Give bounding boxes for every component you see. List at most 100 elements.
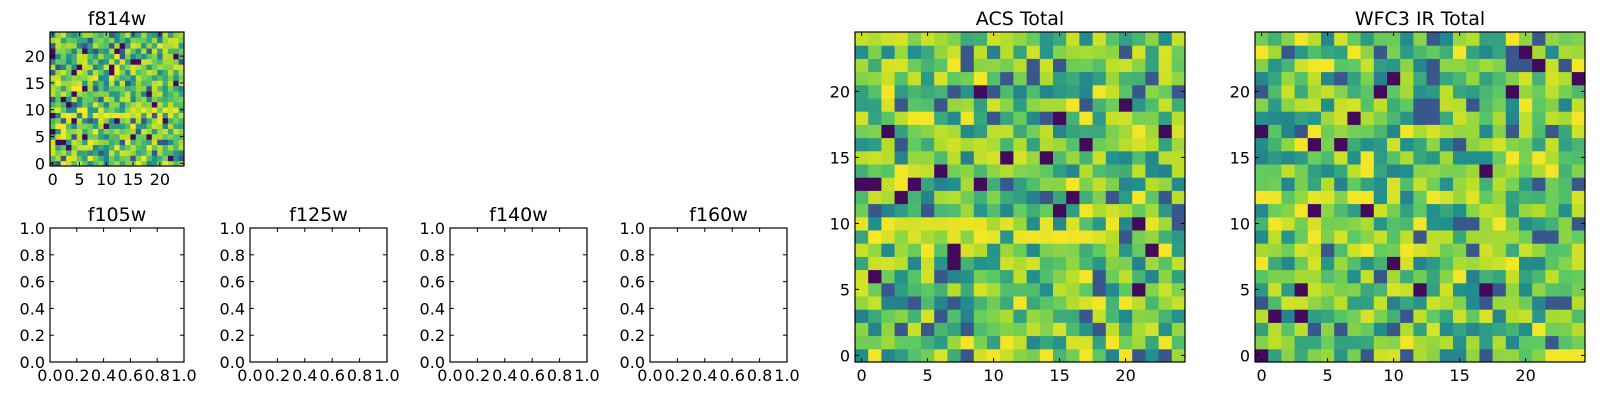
heatmap-cell [1026, 177, 1041, 191]
heatmap-cell [151, 42, 158, 49]
heatmap-cell [1479, 58, 1494, 73]
heatmap-cell [1039, 124, 1054, 139]
heatmap-cell [1571, 296, 1586, 310]
heatmap-cell [1132, 84, 1146, 99]
heatmap-cell [1387, 256, 1401, 271]
heatmap-cell [135, 69, 142, 76]
heatmap-cell [934, 58, 948, 73]
heatmap-cell [92, 58, 99, 65]
heatmap-cell [960, 282, 975, 297]
heatmap-cell [1439, 124, 1454, 139]
heatmap-cell [1492, 322, 1507, 337]
heatmap-cell [103, 80, 110, 87]
heatmap-cell [71, 149, 78, 156]
heatmap-cell [1453, 322, 1467, 337]
heatmap-cell [1281, 282, 1296, 297]
heatmap-cell [157, 112, 164, 119]
heatmap-cell [151, 37, 158, 44]
heatmap-cell [868, 137, 882, 152]
heatmap-cell [60, 107, 67, 113]
heatmap-cell [135, 74, 142, 81]
heatmap-cell [1158, 322, 1173, 337]
heatmap-cell [1066, 190, 1080, 205]
heatmap-cell [868, 111, 882, 125]
heatmap-cell [1492, 150, 1507, 165]
heatmap-cell [1255, 150, 1269, 165]
heatmap-cell [855, 203, 869, 218]
heatmap-cell [1255, 71, 1269, 86]
heatmap-cell [1453, 256, 1467, 271]
heatmap-cell [60, 42, 67, 49]
heatmap-cell [50, 144, 56, 151]
heatmap-cell [1439, 84, 1454, 99]
heatmap-cell [60, 160, 67, 167]
heatmap-cell [1321, 98, 1335, 112]
heatmap-cell [87, 96, 94, 103]
heatmap-cell [907, 203, 922, 218]
heatmap-cell [1000, 190, 1014, 205]
heatmap-cell [1321, 256, 1335, 271]
heatmap-cell [98, 149, 105, 156]
heatmap-cell [1158, 348, 1173, 363]
heatmap-cell [103, 48, 110, 54]
heatmap-cell [1505, 32, 1520, 46]
heatmap-cell [1466, 190, 1480, 205]
heatmap-cell [855, 216, 869, 231]
heatmap-cell [135, 32, 142, 38]
heatmap-cell [1158, 124, 1173, 139]
heatmap-cell [178, 69, 185, 76]
heatmap-cell [1307, 150, 1322, 165]
heatmap-cell [55, 149, 62, 156]
heatmap-cell [1294, 150, 1309, 165]
heatmap-cell [868, 256, 882, 271]
heatmap-cell [98, 112, 105, 119]
heatmap-cell [1492, 256, 1507, 271]
heatmap-cell [135, 64, 142, 71]
heatmap-cell [1334, 309, 1348, 323]
heatmap-cell [66, 69, 72, 76]
heatmap-cell [881, 111, 896, 125]
heatmap-cell [1505, 164, 1520, 178]
heatmap-cell [1268, 335, 1282, 350]
heatmap-cell [1360, 203, 1375, 218]
heatmap-cell [1466, 256, 1480, 271]
heatmap-cell [1426, 190, 1441, 205]
heatmap-cell [1439, 230, 1454, 244]
heatmap-cell [167, 133, 174, 140]
heatmap-cell [894, 150, 909, 165]
heatmap-cell [141, 42, 147, 49]
heatmap-cell [178, 155, 185, 162]
heatmap-cell [157, 117, 164, 124]
heatmap-cell [1519, 230, 1533, 244]
heatmap-cell [1466, 177, 1480, 191]
x-tick-label: 0 [48, 170, 58, 189]
heatmap-cell [881, 296, 896, 310]
heatmap-cell [934, 269, 948, 284]
heatmap-cell [1119, 282, 1133, 297]
heatmap-cell [141, 149, 147, 156]
heatmap-cell [1492, 177, 1507, 191]
heatmap-cell [135, 107, 142, 113]
heatmap-cell [1013, 177, 1028, 191]
heatmap-cell [907, 32, 922, 46]
heatmap-cell [1321, 111, 1335, 125]
heatmap-cell [141, 48, 147, 54]
heatmap-cell [178, 32, 185, 38]
heatmap-cell [868, 216, 882, 231]
heatmap-cell [135, 112, 142, 119]
heatmap-cell [1255, 348, 1269, 363]
heatmap-cell [1505, 256, 1520, 271]
heatmap-cell [1053, 164, 1067, 178]
heatmap-cell [135, 58, 142, 65]
heatmap-cell [1400, 124, 1414, 139]
heatmap-cell [1439, 177, 1454, 191]
heatmap-cell [1132, 203, 1146, 218]
heatmap-cell [1171, 124, 1186, 139]
heatmap-cell [1492, 296, 1507, 310]
heatmap-cell [130, 123, 137, 129]
heatmap-cell [960, 45, 975, 59]
heatmap-cell [1466, 216, 1480, 231]
heatmap-cell [178, 123, 185, 129]
heatmap-cell [87, 37, 94, 44]
heatmap-cell [1079, 243, 1094, 257]
